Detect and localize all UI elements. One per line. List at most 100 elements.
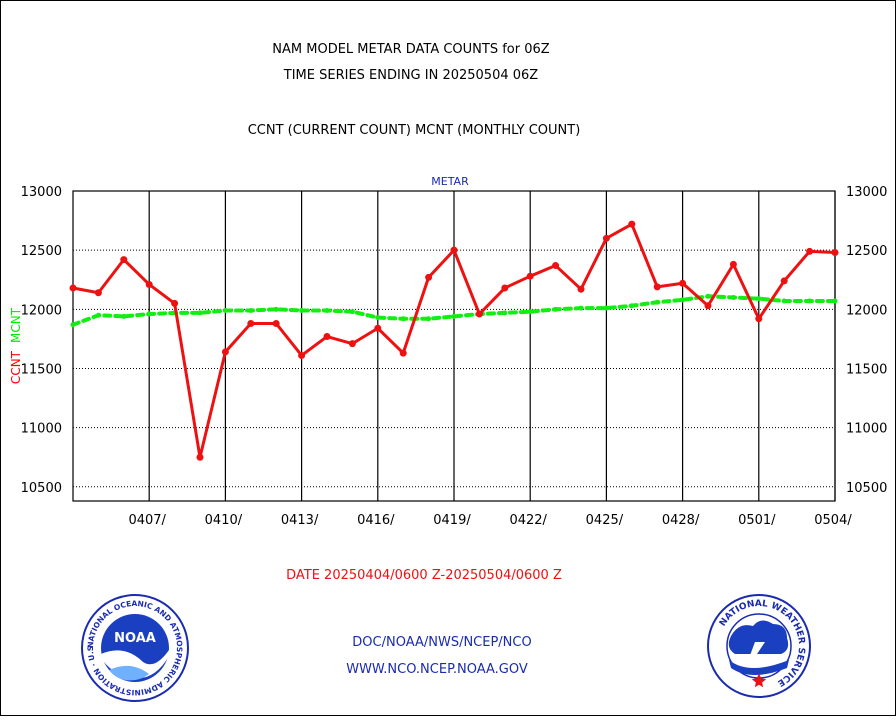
y-tick-label-right: 10500 bbox=[846, 481, 887, 496]
plot-area: 10500 11000 11500 12000 12500 13000 10500 1100… bbox=[21, 185, 888, 528]
footer-credit: DOC/NOAA/NWS/NCEP/NCO bbox=[352, 635, 531, 650]
data-point-ccnt bbox=[272, 320, 280, 328]
y-axis-label-ccnt: CCNT bbox=[9, 350, 23, 384]
grid-lines bbox=[73, 190, 836, 501]
data-point-mcnt bbox=[832, 298, 838, 304]
data-point-mcnt bbox=[248, 308, 254, 314]
data-point-ccnt bbox=[501, 284, 509, 292]
data-point-ccnt bbox=[298, 351, 306, 359]
data-point-mcnt bbox=[299, 308, 305, 314]
data-point-mcnt bbox=[95, 312, 101, 318]
data-point-ccnt bbox=[120, 256, 128, 264]
y-tick-label-right: 12500 bbox=[846, 244, 887, 259]
data-point-ccnt bbox=[755, 315, 763, 323]
data-point-ccnt bbox=[196, 453, 204, 461]
series-layer bbox=[69, 220, 839, 461]
noaa-logo-text: NOAA bbox=[114, 631, 156, 646]
data-point-mcnt bbox=[680, 297, 686, 303]
data-point-mcnt bbox=[502, 310, 508, 316]
y-tick-label-left: 13000 bbox=[21, 185, 62, 200]
data-point-mcnt bbox=[222, 308, 228, 314]
data-point-ccnt bbox=[475, 310, 483, 318]
x-tick-label: 0419/ bbox=[433, 513, 471, 528]
y-tick-label-left: 10500 bbox=[21, 481, 62, 496]
y-tick-label-left: 11000 bbox=[21, 422, 62, 437]
data-point-mcnt bbox=[375, 315, 381, 321]
chart-title-line3: CCNT (CURRENT COUNT) MCNT (MONTHLY COUNT… bbox=[248, 123, 581, 138]
data-point-mcnt bbox=[70, 322, 76, 328]
x-tick-label: 0428/ bbox=[662, 513, 700, 528]
data-point-mcnt bbox=[578, 305, 584, 311]
data-point-mcnt bbox=[705, 293, 711, 299]
data-point-ccnt bbox=[171, 299, 179, 307]
data-point-ccnt bbox=[780, 277, 788, 285]
y-axis-label: CCNT MCNT bbox=[9, 307, 23, 384]
data-point-ccnt bbox=[221, 348, 229, 356]
y-axis-left: 10500 11000 11500 12000 12500 13000 bbox=[21, 185, 62, 496]
noaa-logo: NATIONAL OCEANIC AND ATMOSPHERIC ADMINIS… bbox=[81, 594, 189, 702]
data-point-ccnt bbox=[577, 285, 585, 293]
data-point-ccnt bbox=[729, 260, 737, 268]
x-axis-label: DATE 20250404/0600 Z-20250504/0600 Z bbox=[286, 568, 562, 583]
y-axis-label-mcnt: MCNT bbox=[9, 307, 23, 343]
data-point-ccnt bbox=[323, 333, 331, 341]
data-point-ccnt bbox=[653, 283, 661, 291]
data-point-mcnt bbox=[629, 303, 635, 309]
x-tick-label: 0501/ bbox=[738, 513, 776, 528]
data-point-ccnt bbox=[552, 262, 560, 270]
series-ccnt bbox=[69, 220, 839, 461]
data-point-ccnt bbox=[94, 289, 102, 297]
nws-logo: NATIONAL WEATHER SERVICE bbox=[707, 594, 811, 698]
data-point-ccnt bbox=[831, 249, 839, 257]
data-point-mcnt bbox=[654, 299, 660, 305]
data-point-mcnt bbox=[349, 309, 355, 315]
data-point-mcnt bbox=[197, 310, 203, 316]
x-tick-label: 0413/ bbox=[281, 513, 319, 528]
data-point-mcnt bbox=[400, 316, 406, 322]
data-point-ccnt bbox=[399, 349, 407, 357]
data-point-ccnt bbox=[806, 247, 814, 255]
data-point-mcnt bbox=[730, 294, 736, 300]
y-tick-label-right: 11000 bbox=[846, 422, 887, 437]
plot-border bbox=[72, 190, 836, 502]
y-axis-right: 10500 11000 11500 12000 12500 13000 bbox=[846, 185, 887, 496]
data-point-mcnt bbox=[603, 305, 609, 311]
data-point-ccnt bbox=[704, 302, 712, 310]
x-tick-label: 0410/ bbox=[205, 513, 243, 528]
data-point-mcnt bbox=[121, 313, 127, 319]
data-point-ccnt bbox=[628, 220, 636, 228]
chart-title-line2: TIME SERIES ENDING IN 20250504 06Z bbox=[283, 68, 539, 83]
data-point-ccnt bbox=[374, 324, 382, 332]
y-tick-label-left: 12000 bbox=[21, 303, 62, 318]
data-point-ccnt bbox=[69, 284, 77, 292]
x-axis: 0407/0410/0413/0416/0419/0422/0425/0428/… bbox=[128, 513, 852, 528]
data-point-mcnt bbox=[273, 306, 279, 312]
y-tick-label-right: 11500 bbox=[846, 362, 887, 377]
data-point-mcnt bbox=[324, 308, 330, 314]
x-tick-label: 0416/ bbox=[357, 513, 395, 528]
data-point-ccnt bbox=[145, 280, 153, 288]
data-point-mcnt bbox=[426, 316, 432, 322]
data-point-ccnt bbox=[348, 340, 356, 348]
plot-title: METAR bbox=[431, 175, 469, 188]
data-point-mcnt bbox=[527, 309, 533, 315]
x-tick-label: 0504/ bbox=[814, 513, 852, 528]
data-point-mcnt bbox=[146, 311, 152, 317]
data-point-ccnt bbox=[526, 272, 534, 280]
data-point-mcnt bbox=[781, 298, 787, 304]
data-point-mcnt bbox=[553, 306, 559, 312]
y-tick-label-right: 13000 bbox=[846, 185, 887, 200]
y-tick-label-right: 12000 bbox=[846, 303, 887, 318]
data-point-ccnt bbox=[425, 273, 433, 281]
data-point-ccnt bbox=[450, 246, 458, 254]
data-point-mcnt bbox=[807, 298, 813, 304]
data-point-mcnt bbox=[756, 296, 762, 302]
data-point-ccnt bbox=[247, 320, 255, 328]
y-tick-label-left: 11500 bbox=[21, 362, 62, 377]
data-point-ccnt bbox=[602, 234, 610, 242]
chart-title-line1: NAM MODEL METAR DATA COUNTS for 06Z bbox=[272, 42, 549, 57]
x-tick-label: 0425/ bbox=[586, 513, 624, 528]
data-point-ccnt bbox=[679, 279, 687, 287]
